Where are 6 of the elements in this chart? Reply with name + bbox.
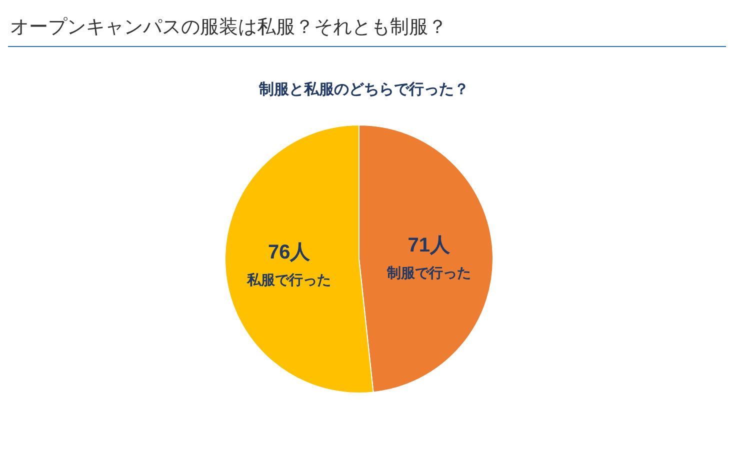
slice-label: 私服で行った	[246, 272, 332, 288]
slice-label: 制服で行った	[386, 264, 471, 280]
data-label: 76人	[268, 242, 312, 264]
data-label: 71人	[408, 234, 452, 256]
chart-subtitle: 制服と私服のどちらで行った？	[258, 81, 469, 98]
chart-title: オープンキャンパスの服装は私服？それとも制服？	[8, 8, 726, 47]
